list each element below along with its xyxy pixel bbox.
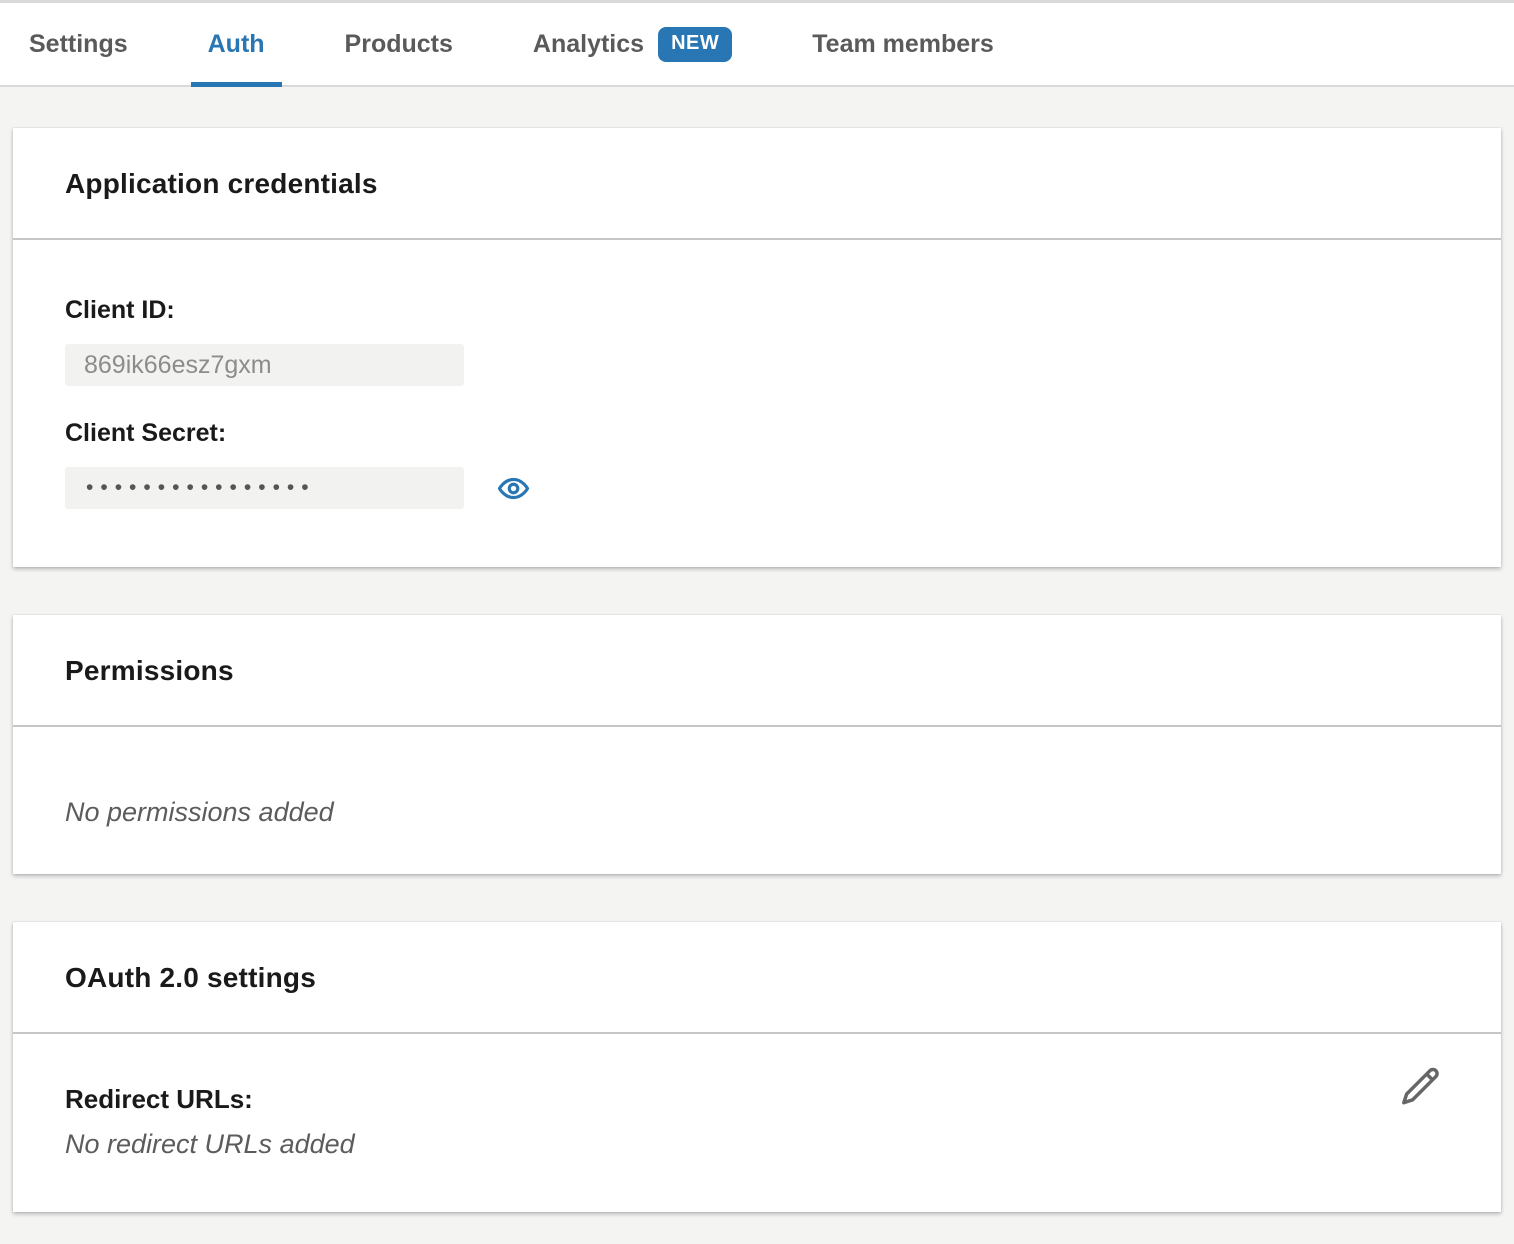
card-divider [13, 1032, 1501, 1034]
card-divider [13, 725, 1501, 727]
oauth-settings-body: Redirect URLs: No redirect URLs added [13, 1034, 1501, 1212]
edit-redirect-urls-button[interactable] [1399, 1065, 1443, 1109]
redirect-urls-label: Redirect URLs: [65, 1084, 253, 1114]
client-secret-label: Client Secret: [65, 419, 227, 447]
permissions-body: No permissions added [13, 727, 1501, 874]
oauth-settings-header: OAuth 2.0 settings [13, 922, 1501, 1032]
tab-analytics-label: Analytics [532, 29, 645, 58]
application-credentials-header: Application credentials [13, 128, 1501, 238]
client-id-value: 869ik66esz7gxm [65, 344, 464, 386]
reveal-secret-button[interactable] [497, 472, 530, 505]
oauth-settings-card: OAuth 2.0 settings Redirect URLs: No red… [13, 922, 1501, 1212]
application-credentials-body: Client ID: 869ik66esz7gxm Client Secret:… [13, 240, 1501, 567]
tab-auth[interactable]: Auth [190, 3, 282, 87]
main-content: Application credentials Client ID: 869ik… [0, 87, 1514, 1212]
tab-team-members-label: Team members [812, 29, 994, 58]
new-badge: NEW [658, 26, 733, 62]
tab-analytics[interactable]: Analytics NEW [532, 3, 733, 85]
tab-products-label: Products [344, 29, 453, 58]
application-credentials-card: Application credentials Client ID: 869ik… [13, 128, 1501, 567]
tab-settings-label: Settings [29, 29, 128, 58]
eye-icon [497, 472, 530, 505]
card-divider [13, 238, 1501, 240]
client-id-label: Client ID: [65, 296, 175, 324]
tab-settings[interactable]: Settings [29, 3, 128, 85]
permissions-card: Permissions No permissions added [13, 615, 1501, 874]
tab-team-members[interactable]: Team members [812, 3, 994, 85]
permissions-title: Permissions [65, 655, 234, 686]
pencil-icon [1399, 1065, 1443, 1109]
no-redirect-urls-text: No redirect URLs added [65, 1129, 355, 1159]
tab-products[interactable]: Products [345, 3, 453, 85]
tab-bar: Settings Auth Products Analytics NEW Tea… [0, 3, 1514, 87]
client-secret-row: •••••••••••••••• [65, 467, 1449, 509]
tab-auth-label: Auth [207, 29, 265, 58]
oauth-settings-title: OAuth 2.0 settings [65, 962, 316, 993]
no-permissions-text: No permissions added [65, 797, 334, 827]
client-secret-masked-value: •••••••••••••••• [65, 467, 464, 509]
permissions-header: Permissions [13, 615, 1501, 725]
top-border-line [0, 0, 1514, 3]
application-credentials-title: Application credentials [65, 168, 378, 199]
